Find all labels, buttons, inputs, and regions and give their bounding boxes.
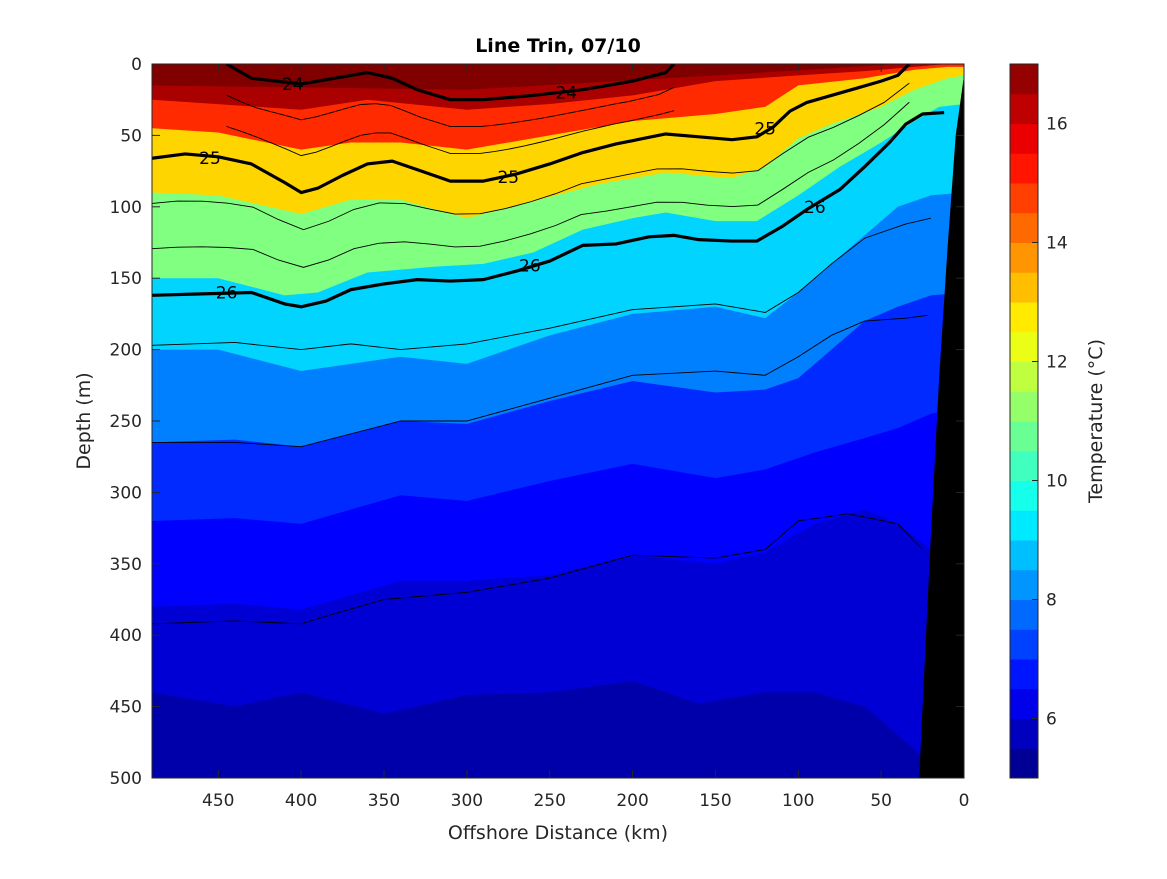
- contour-label: 24: [282, 75, 304, 95]
- x-tick-label: 300: [451, 791, 483, 811]
- density-contour-thin: [152, 82, 910, 231]
- contour-label: 24: [555, 84, 577, 104]
- colorbar-swatch: [1010, 688, 1038, 719]
- colorbar-swatch: [1010, 450, 1038, 481]
- y-tick-label: 500: [110, 769, 142, 789]
- colorbar-swatch: [1010, 569, 1038, 600]
- contour-label: 25: [497, 168, 519, 188]
- colorbar-swatch: [1010, 480, 1038, 511]
- colorbar-swatch: [1010, 599, 1038, 630]
- colorbar-tick-label: 14: [1046, 234, 1068, 254]
- colorbar-label: Temperature (°C): [1085, 339, 1107, 504]
- y-tick-label: 450: [110, 698, 142, 718]
- colorbar-swatch: [1010, 629, 1038, 660]
- contour-label: 26: [216, 283, 238, 303]
- density-contour-thin: [226, 110, 675, 157]
- x-axis-label: Offshore Distance (km): [448, 822, 668, 844]
- x-tick-label: 150: [699, 791, 731, 811]
- x-tick-label: 400: [285, 791, 317, 811]
- density-contour-thin: [226, 86, 675, 128]
- colorbar-tick-label: 8: [1046, 591, 1057, 611]
- colorbar-tick-label: 10: [1046, 472, 1068, 492]
- colorbar-tick-label: 12: [1046, 353, 1068, 373]
- colorbar-swatch: [1010, 510, 1038, 541]
- colorbar-swatch: [1010, 242, 1038, 273]
- colorbar-swatch: [1010, 718, 1038, 749]
- plot-area: 24 24 25 25 25 26 26 26: [152, 64, 964, 778]
- y-tick-label: 50: [120, 126, 142, 146]
- y-tick-label: 400: [110, 626, 142, 646]
- x-axis: 450 400 350 300 250 200 150 100 50 0: [202, 64, 969, 811]
- x-tick-label: 450: [202, 791, 234, 811]
- y-tick-label: 100: [110, 198, 142, 218]
- y-tick-label: 150: [110, 269, 142, 289]
- y-axis: 0 50 100 150 200 250 300 350 400 450 500: [110, 55, 964, 789]
- y-tick-label: 350: [110, 555, 142, 575]
- density-contour-25: [152, 64, 911, 195]
- x-tick-label: 350: [368, 791, 400, 811]
- y-tick-label: 300: [110, 483, 142, 503]
- colorbar-swatch: [1010, 331, 1038, 362]
- y-tick-label: 0: [131, 55, 142, 75]
- colorbar-swatch: [1010, 272, 1038, 303]
- x-tick-label: 50: [870, 791, 892, 811]
- colorbar-frame: [1009, 63, 1039, 779]
- x-tick-label: 0: [959, 791, 970, 811]
- colorbar-swatch: [1010, 123, 1038, 154]
- chart-title: Line Trin, 07/10: [475, 35, 641, 57]
- contour-label: 25: [199, 149, 221, 169]
- density-contour-thin: [152, 217, 931, 351]
- density-contour-thin: [152, 101, 910, 268]
- colorbar: 6 8 10 12 14 16: [1009, 63, 1068, 779]
- x-tick-label: 100: [782, 791, 814, 811]
- contour-label: 26: [519, 256, 541, 276]
- y-tick-label: 250: [110, 412, 142, 432]
- temperature-band: [152, 680, 964, 778]
- density-contour-26: [152, 110, 945, 309]
- contour-label: 25: [754, 119, 776, 139]
- x-tick-label: 200: [616, 791, 648, 811]
- colorbar-swatch: [1010, 302, 1038, 333]
- colorbar-swatch: [1010, 391, 1038, 422]
- colorbar-swatch: [1010, 153, 1038, 184]
- colorbar-tick-label: 6: [1046, 710, 1057, 730]
- colorbar-swatch: [1010, 361, 1038, 392]
- colorbar-swatch: [1010, 421, 1038, 452]
- colorbar-swatch: [1010, 64, 1038, 95]
- contour-label: 26: [804, 198, 826, 218]
- density-contour-24: [225, 64, 676, 102]
- bathymetry: [919, 75, 964, 778]
- y-axis-label: Depth (m): [73, 372, 95, 469]
- y-tick-label: 200: [110, 341, 142, 361]
- colorbar-swatch: [1010, 540, 1038, 571]
- colorbar-tick-label: 16: [1046, 115, 1068, 135]
- density-contour-thin: [152, 513, 923, 625]
- colorbar-swatch: [1010, 212, 1038, 243]
- density-contour-thin: [152, 314, 928, 448]
- colorbar-swatch: [1010, 93, 1038, 124]
- colorbar-swatch: [1010, 748, 1038, 779]
- colorbar-swatch: [1010, 659, 1038, 690]
- x-tick-label: 250: [533, 791, 565, 811]
- colorbar-swatch: [1010, 183, 1038, 214]
